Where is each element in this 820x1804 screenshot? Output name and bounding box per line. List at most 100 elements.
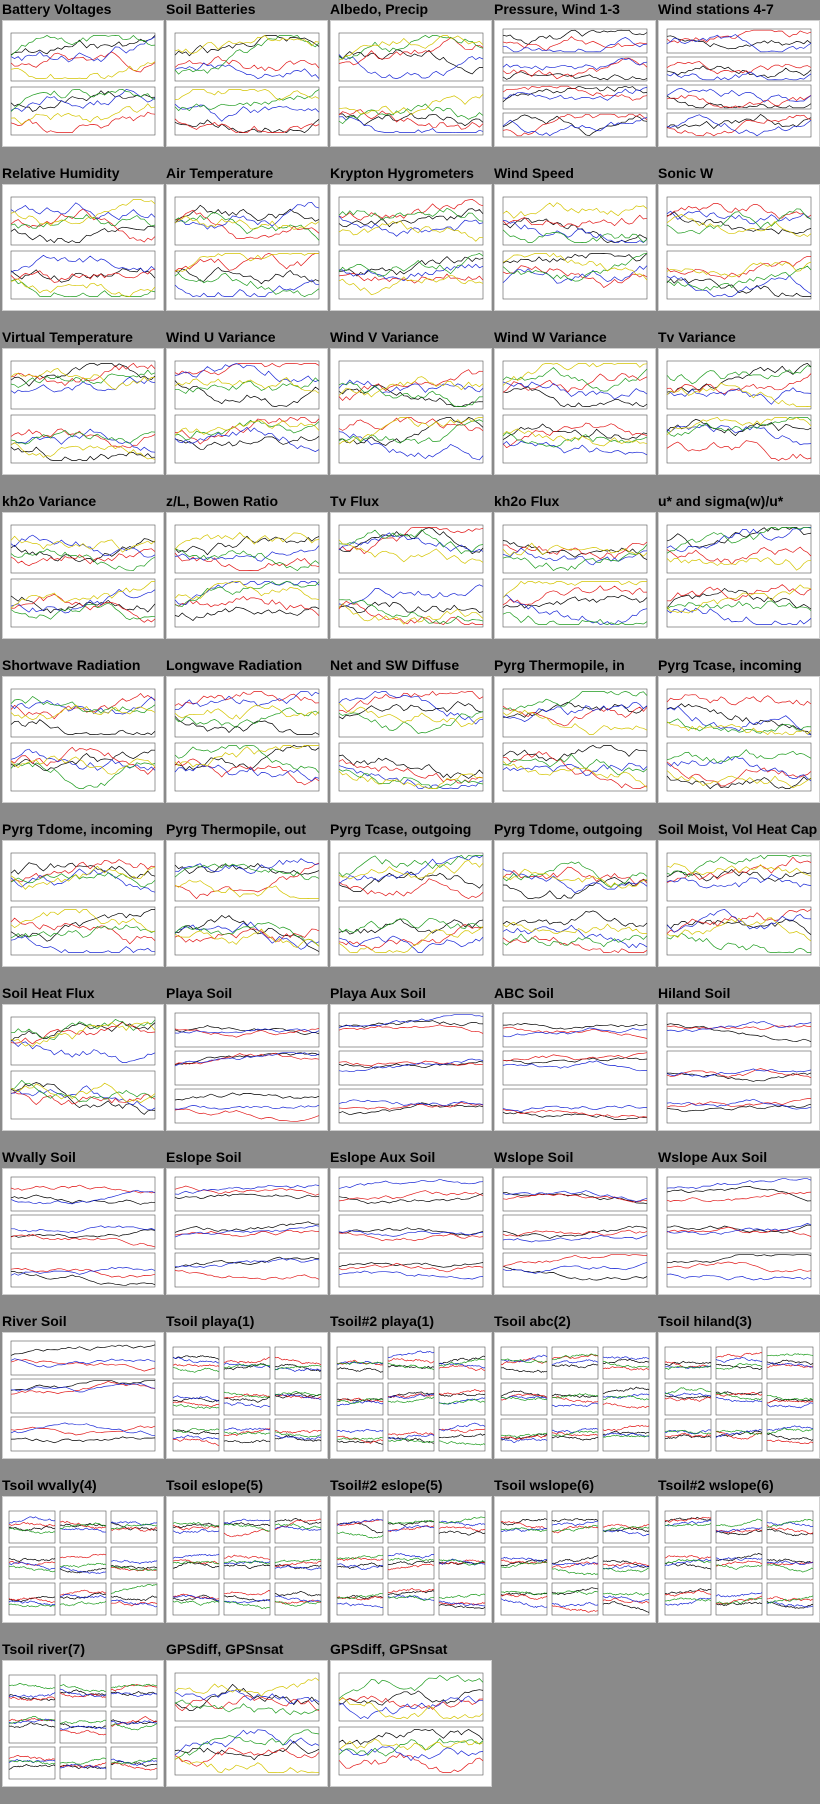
plot-thumbnail[interactable]: Pyrg Tcase, incoming [656, 656, 820, 806]
plot-thumbnail[interactable]: Wind V Variance [328, 328, 492, 478]
plot-thumbnail[interactable]: u* and sigma(w)/u* [656, 492, 820, 642]
plot-thumbnail[interactable]: Soil Heat Flux [0, 984, 164, 1134]
plot-thumbnail[interactable]: Hiland Soil [656, 984, 820, 1134]
thumbnail-title[interactable]: Eslope Aux Soil [330, 1149, 436, 1165]
plot-thumbnail[interactable]: kh2o Variance [0, 492, 164, 642]
thumbnail-title[interactable]: Playa Soil [166, 985, 233, 1001]
plot-thumbnail[interactable]: Tsoil hiland(3) [656, 1312, 820, 1462]
plot-thumbnail[interactable]: Pyrg Tcase, outgoing [328, 820, 492, 970]
thumbnail-image[interactable] [2, 1004, 164, 1131]
thumbnail-image[interactable] [166, 676, 328, 803]
thumbnail-title[interactable]: Eslope Soil [166, 1149, 242, 1165]
thumbnail-image[interactable] [330, 1496, 492, 1623]
thumbnail-image[interactable] [166, 1496, 328, 1623]
plot-thumbnail[interactable]: Tsoil abc(2) [492, 1312, 656, 1462]
thumbnail-title[interactable]: Pressure, Wind 1-3 [494, 1, 620, 17]
thumbnail-image[interactable] [2, 676, 164, 803]
plot-thumbnail[interactable]: Battery Voltages [0, 0, 164, 150]
thumbnail-image[interactable] [2, 20, 164, 147]
plot-thumbnail[interactable]: kh2o Flux [492, 492, 656, 642]
thumbnail-title[interactable]: Relative Humidity [2, 165, 120, 181]
thumbnail-image[interactable] [658, 840, 820, 967]
thumbnail-title[interactable]: Tsoil#2 playa(1) [330, 1313, 435, 1329]
plot-thumbnail[interactable]: Tsoil#2 wslope(6) [656, 1476, 820, 1626]
thumbnail-title[interactable]: Wslope Soil [494, 1149, 574, 1165]
thumbnail-title[interactable]: Tsoil eslope(5) [166, 1477, 263, 1493]
thumbnail-title[interactable]: Hiland Soil [658, 985, 731, 1001]
thumbnail-title[interactable]: Tsoil wslope(6) [494, 1477, 595, 1493]
thumbnail-image[interactable] [658, 348, 820, 475]
thumbnail-title[interactable]: Pyrg Thermopile, out [166, 821, 307, 837]
thumbnail-title[interactable]: Virtual Temperature [2, 329, 133, 345]
plot-thumbnail[interactable]: GPSdiff, GPSnsat [328, 1640, 492, 1790]
plot-thumbnail[interactable]: Tv Variance [656, 328, 820, 478]
plot-thumbnail[interactable]: Wind stations 4-7 [656, 0, 820, 150]
thumbnail-image[interactable] [166, 348, 328, 475]
plot-thumbnail[interactable]: z/L, Bowen Ratio [164, 492, 328, 642]
thumbnail-image[interactable] [494, 1332, 656, 1459]
plot-thumbnail[interactable]: Krypton Hygrometers [328, 164, 492, 314]
thumbnail-image[interactable] [2, 1332, 164, 1459]
plot-thumbnail[interactable]: Albedo, Precip [328, 0, 492, 150]
thumbnail-image[interactable] [2, 512, 164, 639]
thumbnail-image[interactable] [2, 184, 164, 311]
thumbnail-image[interactable] [166, 1660, 328, 1787]
thumbnail-image[interactable] [330, 840, 492, 967]
thumbnail-image[interactable] [330, 184, 492, 311]
plot-thumbnail[interactable]: Pressure, Wind 1-3 [492, 0, 656, 150]
thumbnail-title[interactable]: u* and sigma(w)/u* [658, 493, 784, 509]
thumbnail-title[interactable]: Tv Flux [330, 493, 380, 509]
thumbnail-image[interactable] [166, 512, 328, 639]
plot-thumbnail[interactable]: Wslope Soil [492, 1148, 656, 1298]
plot-thumbnail[interactable]: Playa Soil [164, 984, 328, 1134]
thumbnail-image[interactable] [2, 1168, 164, 1295]
plot-thumbnail[interactable]: Soil Batteries [164, 0, 328, 150]
thumbnail-title[interactable]: Pyrg Tcase, outgoing [330, 821, 472, 837]
plot-thumbnail[interactable]: Pyrg Tdome, incoming [0, 820, 164, 970]
plot-thumbnail[interactable]: Net and SW Diffuse [328, 656, 492, 806]
plot-thumbnail[interactable]: Relative Humidity [0, 164, 164, 314]
plot-thumbnail[interactable]: ABC Soil [492, 984, 656, 1134]
plot-thumbnail[interactable]: River Soil [0, 1312, 164, 1462]
thumbnail-image[interactable] [658, 512, 820, 639]
thumbnail-title[interactable]: Wvally Soil [2, 1149, 76, 1165]
plot-thumbnail[interactable]: Wind W Variance [492, 328, 656, 478]
thumbnail-image[interactable] [166, 1004, 328, 1131]
thumbnail-title[interactable]: kh2o Flux [494, 493, 560, 509]
thumbnail-image[interactable] [494, 184, 656, 311]
thumbnail-title[interactable]: River Soil [2, 1313, 67, 1329]
thumbnail-title[interactable]: Wind Speed [494, 165, 574, 181]
thumbnail-title[interactable]: Wslope Aux Soil [658, 1149, 768, 1165]
thumbnail-title[interactable]: Pyrg Thermopile, in [494, 657, 625, 673]
thumbnail-title[interactable]: Soil Heat Flux [2, 985, 95, 1001]
thumbnail-image[interactable] [494, 1168, 656, 1295]
plot-thumbnail[interactable]: Tsoil river(7) [0, 1640, 164, 1790]
plot-thumbnail[interactable]: Shortwave Radiation [0, 656, 164, 806]
plot-thumbnail[interactable]: Air Temperature [164, 164, 328, 314]
thumbnail-image[interactable] [2, 1496, 164, 1623]
thumbnail-title[interactable]: ABC Soil [494, 985, 554, 1001]
thumbnail-image[interactable] [494, 676, 656, 803]
thumbnail-title[interactable]: Tsoil playa(1) [166, 1313, 255, 1329]
thumbnail-title[interactable]: Tsoil abc(2) [494, 1313, 571, 1329]
thumbnail-title[interactable]: z/L, Bowen Ratio [166, 493, 278, 509]
plot-thumbnail[interactable]: GPSdiff, GPSnsat [164, 1640, 328, 1790]
plot-thumbnail[interactable]: Sonic W [656, 164, 820, 314]
thumbnail-title[interactable]: Pyrg Tdome, outgoing [494, 821, 643, 837]
thumbnail-title[interactable]: Tsoil#2 eslope(5) [330, 1477, 443, 1493]
thumbnail-image[interactable] [330, 676, 492, 803]
thumbnail-title[interactable]: Tsoil hiland(3) [658, 1313, 752, 1329]
plot-thumbnail[interactable]: Wind U Variance [164, 328, 328, 478]
plot-thumbnail[interactable]: Tsoil eslope(5) [164, 1476, 328, 1626]
thumbnail-image[interactable] [166, 840, 328, 967]
thumbnail-title[interactable]: GPSdiff, GPSnsat [330, 1641, 448, 1657]
plot-thumbnail[interactable]: Wvally Soil [0, 1148, 164, 1298]
thumbnail-image[interactable] [166, 20, 328, 147]
plot-thumbnail[interactable]: Pyrg Thermopile, out [164, 820, 328, 970]
thumbnail-title[interactable]: GPSdiff, GPSnsat [166, 1641, 284, 1657]
thumbnail-title[interactable]: Krypton Hygrometers [330, 165, 474, 181]
thumbnail-title[interactable]: Tsoil river(7) [2, 1641, 85, 1657]
plot-thumbnail[interactable]: Wslope Aux Soil [656, 1148, 820, 1298]
plot-thumbnail[interactable]: Tsoil playa(1) [164, 1312, 328, 1462]
thumbnail-title[interactable]: Longwave Radiation [166, 657, 303, 673]
